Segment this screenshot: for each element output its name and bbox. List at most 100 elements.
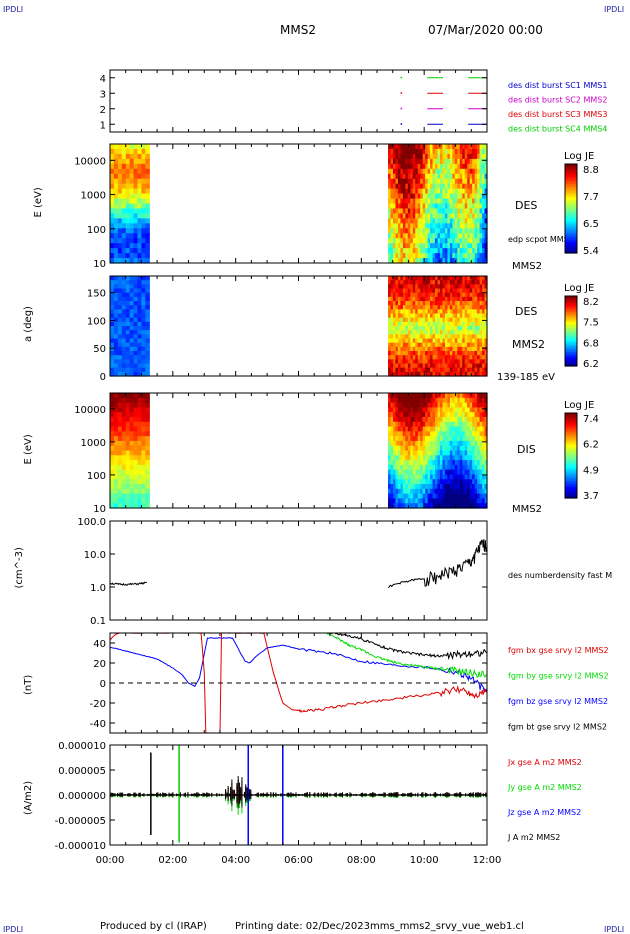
heatmap-cell [459, 258, 463, 264]
heatmap-cell [117, 363, 123, 369]
heatmap-cell [415, 397, 419, 404]
heatmap-cell [145, 407, 150, 413]
heatmap-cell [420, 436, 424, 442]
heatmap-cell [425, 188, 429, 195]
heatmap-cell [452, 238, 456, 244]
heatmap-cell [482, 397, 486, 404]
heatmap-cell [467, 183, 471, 190]
heatmap-cell [474, 474, 478, 480]
heatmap-cell [400, 183, 404, 190]
heatmap-cell [444, 346, 449, 352]
heatmap-cell [121, 288, 127, 294]
heatmap-cell [133, 402, 139, 408]
heatmap-cell [113, 248, 119, 254]
heatmap-cell [442, 253, 446, 259]
heatmap-cell [388, 445, 392, 452]
heatmap-cell [117, 309, 123, 315]
colorbar-cell [565, 212, 577, 216]
heatmap-cell [420, 317, 424, 323]
heatmap-cell [479, 355, 483, 360]
heatmap-cell [125, 326, 131, 331]
heatmap-cell [121, 321, 127, 327]
heatmap-cell [415, 426, 419, 432]
heatmap-cell [477, 460, 481, 466]
heatmap-cell [439, 421, 444, 428]
heatmap-cell [449, 397, 453, 404]
heatmap-cell [484, 346, 488, 352]
colorbar-title: Log JE [564, 283, 594, 294]
dis-energy-tick-label: 1000 [81, 438, 106, 449]
heatmap-cell [407, 305, 411, 310]
heatmap-cell [430, 218, 434, 224]
heatmap-cell [457, 168, 461, 175]
heatmap-cell [110, 280, 115, 285]
heatmap-cell [397, 218, 402, 224]
heatmap-cell [477, 426, 481, 432]
heatmap-cell [484, 412, 488, 418]
heatmap-cell [427, 412, 431, 418]
heatmap-cell [439, 450, 444, 456]
heatmap-cell [449, 178, 453, 185]
heatmap-cell [459, 223, 463, 229]
heatmap-cell [129, 144, 135, 150]
colorbar-cell [565, 208, 577, 212]
heatmap-cell [110, 421, 115, 428]
heatmap-cell [449, 363, 453, 369]
heatmap-cell [121, 148, 127, 155]
heatmap-cell [430, 479, 434, 485]
mag-tick-label: 40 [93, 639, 106, 650]
heatmap-cell [437, 198, 441, 205]
heatmap-cell [457, 178, 461, 185]
heatmap-cell [145, 153, 150, 160]
heatmap-cell [420, 144, 424, 150]
heatmap-cell [129, 469, 135, 476]
heatmap-cell [407, 371, 411, 377]
heatmap-cell [467, 402, 471, 408]
heatmap-cell [469, 421, 473, 428]
heatmap-cell [459, 416, 463, 423]
heatmap-cell [477, 218, 481, 224]
heatmap-cell [125, 309, 131, 315]
heatmap-cell [397, 334, 402, 340]
heatmap-cell [110, 460, 115, 466]
heatmap-cell [410, 367, 414, 373]
heatmap-cell [457, 342, 461, 348]
heatmap-cell [484, 397, 488, 404]
heatmap-cell [454, 326, 458, 331]
heatmap-cell [477, 313, 481, 319]
heatmap-cell [121, 144, 127, 150]
heatmap-cell [417, 351, 421, 356]
heatmap-cell [402, 474, 406, 480]
heatmap-cell [400, 168, 404, 175]
heatmap-cell [467, 305, 471, 310]
heatmap-cell [395, 173, 399, 180]
heatmap-cell [388, 163, 392, 170]
heatmap-cell [479, 153, 483, 160]
heatmap-cell [141, 488, 146, 495]
heatmap-cell [402, 301, 406, 306]
heatmap-cell [437, 455, 441, 461]
heatmap-cell [412, 426, 416, 432]
heatmap-cell [430, 309, 434, 315]
heatmap-cell [449, 426, 453, 432]
heatmap-cell [133, 326, 139, 331]
heatmap-cell [402, 479, 406, 485]
heatmap-cell [425, 445, 429, 452]
heatmap-cell [397, 305, 402, 310]
heatmap-cell [417, 183, 421, 190]
heatmap-cell [457, 359, 461, 365]
heatmap-cell [388, 460, 392, 466]
heatmap-cell [113, 355, 119, 360]
heatmap-cell [392, 355, 397, 360]
heatmap-cell [405, 313, 409, 319]
heatmap-cell [129, 163, 135, 170]
heatmap-cell [457, 445, 461, 452]
heatmap-cell [435, 173, 439, 180]
heatmap-cell [420, 503, 424, 509]
heatmap-cell [427, 163, 431, 170]
heatmap-cell [439, 351, 444, 356]
heatmap-cell [467, 436, 471, 442]
heatmap-cell [474, 416, 478, 423]
heatmap-cell [447, 321, 451, 327]
heatmap-cell [117, 342, 123, 348]
